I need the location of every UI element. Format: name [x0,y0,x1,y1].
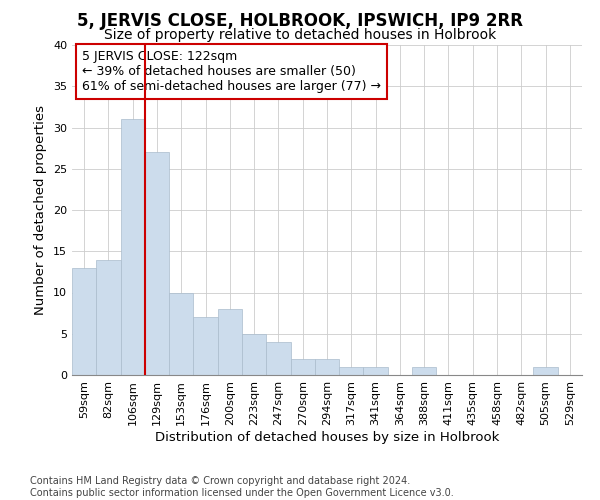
Text: 5, JERVIS CLOSE, HOLBROOK, IPSWICH, IP9 2RR: 5, JERVIS CLOSE, HOLBROOK, IPSWICH, IP9 … [77,12,523,30]
Bar [72,268,96,375]
Bar [121,119,145,375]
Bar [193,318,218,375]
Text: 5 JERVIS CLOSE: 122sqm
← 39% of detached houses are smaller (50)
61% of semi-det: 5 JERVIS CLOSE: 122sqm ← 39% of detached… [82,50,381,93]
Y-axis label: Number of detached properties: Number of detached properties [34,105,47,315]
Bar [315,358,339,375]
Bar [266,342,290,375]
Bar [412,367,436,375]
Bar [290,358,315,375]
Bar [145,152,169,375]
Text: Contains HM Land Registry data © Crown copyright and database right 2024.
Contai: Contains HM Land Registry data © Crown c… [30,476,454,498]
Bar [242,334,266,375]
X-axis label: Distribution of detached houses by size in Holbrook: Distribution of detached houses by size … [155,430,499,444]
Text: Size of property relative to detached houses in Holbrook: Size of property relative to detached ho… [104,28,496,42]
Bar [533,367,558,375]
Bar [169,292,193,375]
Bar [339,367,364,375]
Bar [364,367,388,375]
Bar [218,309,242,375]
Bar [96,260,121,375]
